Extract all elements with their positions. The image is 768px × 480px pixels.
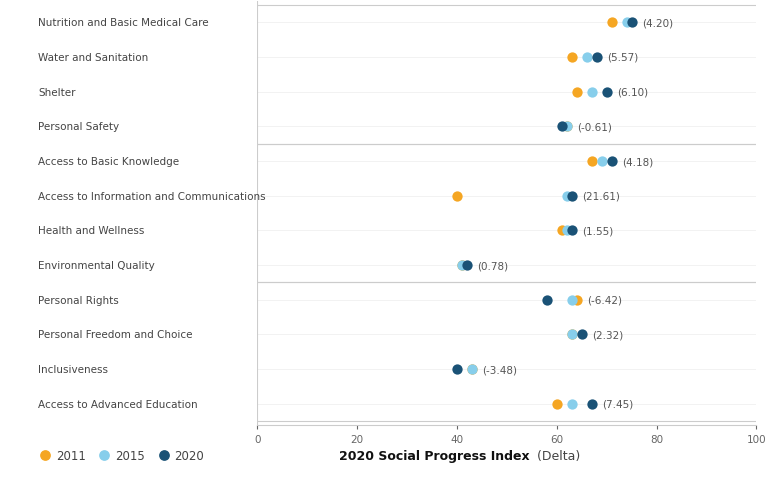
Point [625, 19, 637, 27]
Point [551, 400, 563, 408]
Point [585, 400, 598, 408]
Point [565, 227, 578, 235]
Point [571, 89, 583, 96]
Point [621, 19, 633, 27]
Text: Personal Freedom and Choice: Personal Freedom and Choice [38, 330, 193, 340]
Point [571, 296, 583, 304]
Point [581, 54, 593, 61]
Text: Nutrition and Basic Medical Care: Nutrition and Basic Medical Care [38, 18, 209, 28]
Point [601, 89, 613, 96]
Point [455, 262, 468, 269]
Text: Basic Human Needs: Basic Human Needs [10, 25, 19, 125]
Text: (7.45): (7.45) [601, 399, 633, 409]
Point [541, 296, 553, 304]
Point [561, 123, 573, 131]
Point [461, 262, 473, 269]
Point [451, 192, 463, 200]
Text: 2011: 2011 [56, 449, 86, 462]
Point [451, 366, 463, 373]
Text: (-0.61): (-0.61) [577, 122, 611, 132]
Point [576, 331, 588, 338]
Point [304, 223, 316, 230]
Point [595, 158, 607, 166]
Point [561, 227, 573, 235]
Point [555, 123, 568, 131]
Text: (-6.42): (-6.42) [587, 295, 622, 305]
Point [565, 296, 578, 304]
Text: (2.32): (2.32) [591, 330, 623, 340]
Point [605, 19, 617, 27]
Text: Inclusiveness: Inclusiveness [38, 364, 108, 374]
Text: 2015: 2015 [115, 449, 145, 462]
Text: Access to Advanced Education: Access to Advanced Education [38, 399, 198, 409]
Point [585, 89, 598, 96]
Text: (4.20): (4.20) [641, 18, 673, 28]
Text: Water and Sanitation: Water and Sanitation [38, 53, 148, 63]
Point [455, 262, 468, 269]
Point [565, 192, 578, 200]
Text: Environmental Quality: Environmental Quality [38, 261, 155, 271]
Point [465, 366, 478, 373]
Point [591, 54, 603, 61]
Point [555, 227, 568, 235]
Point [585, 158, 598, 166]
Text: (6.10): (6.10) [617, 87, 648, 97]
Text: (Delta): (Delta) [533, 449, 580, 462]
Text: 2020 Social Progress Index: 2020 Social Progress Index [339, 449, 529, 462]
Text: Health and Wellness: Health and Wellness [38, 226, 144, 236]
Text: (21.61): (21.61) [582, 192, 620, 201]
Text: 2020: 2020 [174, 449, 204, 462]
Text: Opportunity: Opportunity [10, 321, 19, 383]
Text: Personal Rights: Personal Rights [38, 295, 119, 305]
Point [565, 54, 578, 61]
Point [561, 192, 573, 200]
Point [465, 366, 478, 373]
Text: Access to Basic Knowledge: Access to Basic Knowledge [38, 156, 180, 167]
Point [565, 331, 578, 338]
Text: Shelter: Shelter [38, 87, 76, 97]
Text: (1.55): (1.55) [582, 226, 613, 236]
Text: Access to Information and Communications: Access to Information and Communications [38, 192, 266, 201]
Text: (0.78): (0.78) [477, 261, 508, 271]
Text: Foundations of Wellbeing: Foundations of Wellbeing [10, 149, 19, 278]
Point [565, 400, 578, 408]
Text: (5.57): (5.57) [607, 53, 638, 63]
Point [565, 331, 578, 338]
Text: (-3.48): (-3.48) [482, 364, 517, 374]
Point [605, 158, 617, 166]
Text: Personal Safety: Personal Safety [38, 122, 120, 132]
Text: (4.18): (4.18) [621, 156, 653, 167]
Point [561, 123, 573, 131]
